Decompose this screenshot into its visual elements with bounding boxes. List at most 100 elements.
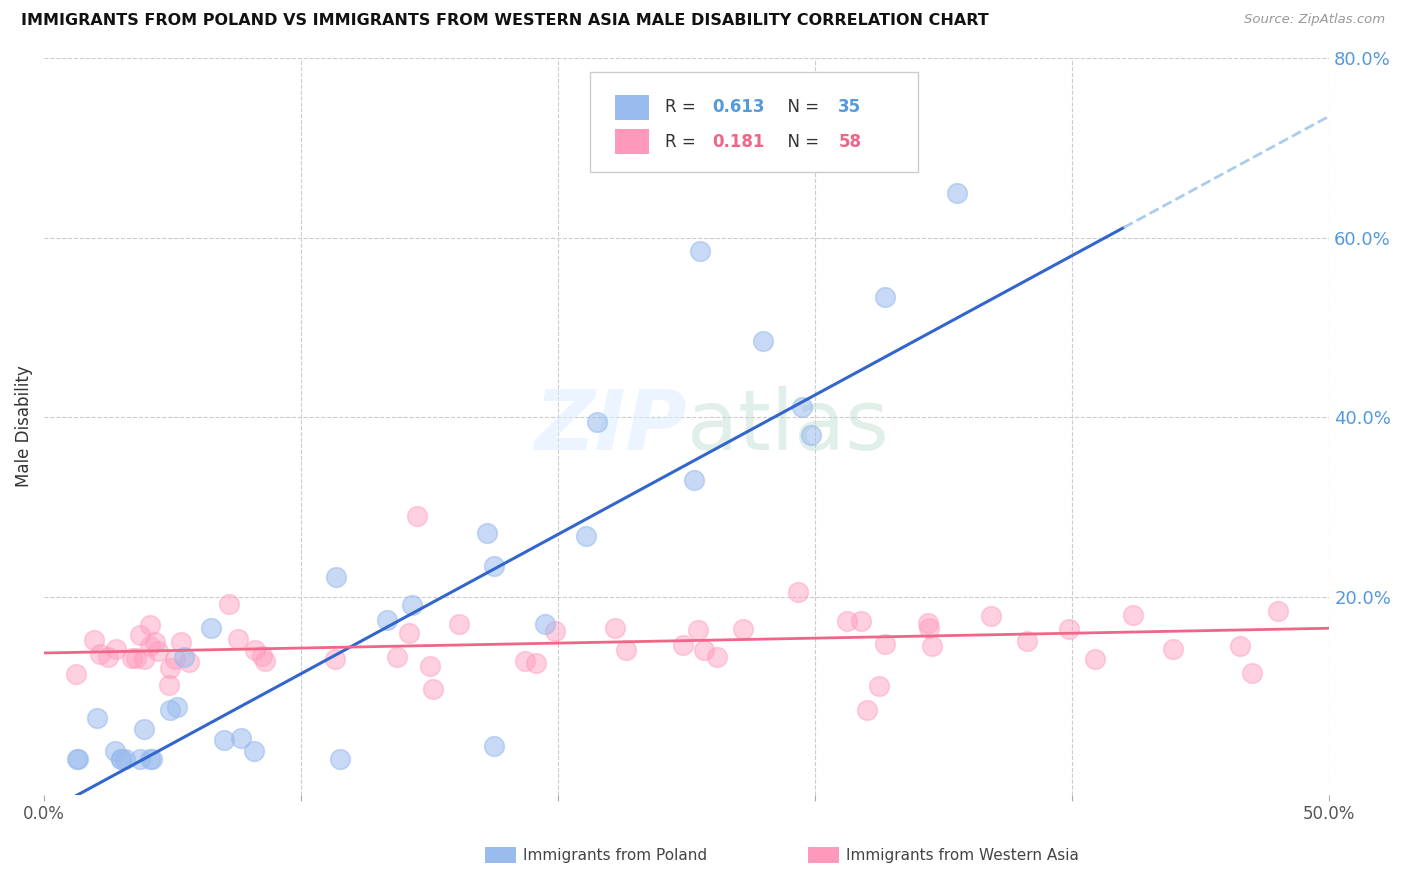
Point: [146, 644, 169, 658]
Point: [243, 744, 266, 758]
Point: [387, 650, 409, 665]
Text: 35: 35: [838, 98, 862, 116]
Point: [166, 700, 188, 714]
Point: [686, 623, 709, 637]
Point: [849, 614, 872, 628]
Point: [325, 570, 347, 584]
Text: Source: ZipAtlas.com: Source: ZipAtlas.com: [1244, 13, 1385, 27]
Text: N =: N =: [776, 133, 824, 151]
Point: [945, 186, 967, 200]
Point: [159, 661, 181, 675]
Point: [875, 637, 897, 651]
Point: [329, 752, 352, 766]
Point: [163, 652, 186, 666]
Point: [731, 623, 754, 637]
FancyBboxPatch shape: [614, 129, 650, 154]
Point: [419, 659, 441, 673]
Point: [405, 509, 427, 524]
Point: [214, 733, 236, 747]
Point: [114, 752, 136, 766]
Point: [422, 681, 444, 696]
Point: [835, 614, 858, 628]
FancyBboxPatch shape: [591, 72, 918, 172]
Point: [143, 635, 166, 649]
Point: [693, 643, 716, 657]
Text: 0.181: 0.181: [713, 133, 765, 151]
Point: [1084, 652, 1107, 666]
Point: [917, 616, 939, 631]
Text: R =: R =: [665, 98, 700, 116]
Point: [787, 585, 810, 599]
Point: [97, 650, 120, 665]
Point: [1229, 639, 1251, 653]
Point: [179, 655, 201, 669]
Point: [323, 652, 346, 666]
Point: [800, 427, 823, 442]
Point: [110, 752, 132, 766]
Point: [105, 642, 128, 657]
Point: [689, 244, 711, 258]
Point: [1161, 641, 1184, 656]
Text: Immigrants from Poland: Immigrants from Poland: [523, 848, 707, 863]
Point: [173, 650, 195, 665]
Point: [585, 415, 607, 429]
Point: [139, 639, 162, 653]
Point: [89, 647, 111, 661]
Point: [1241, 666, 1264, 681]
Point: [475, 525, 498, 540]
Text: ZIP: ZIP: [534, 386, 686, 467]
Point: [110, 752, 132, 766]
Point: [513, 654, 536, 668]
Point: [121, 651, 143, 665]
Text: N =: N =: [776, 98, 824, 116]
Point: [603, 621, 626, 635]
Point: [1057, 622, 1080, 636]
Point: [66, 752, 89, 766]
Point: [228, 632, 250, 646]
Point: [534, 616, 557, 631]
Point: [1267, 603, 1289, 617]
Point: [200, 621, 222, 635]
Point: [398, 626, 420, 640]
Point: [159, 703, 181, 717]
Point: [86, 711, 108, 725]
Point: [132, 652, 155, 666]
Text: 58: 58: [838, 133, 862, 151]
FancyBboxPatch shape: [614, 95, 650, 120]
Point: [138, 618, 160, 632]
Point: [790, 400, 813, 414]
Point: [855, 703, 877, 717]
Point: [482, 558, 505, 573]
Point: [65, 667, 87, 681]
Text: 0.613: 0.613: [713, 98, 765, 116]
Point: [544, 624, 567, 638]
Point: [231, 731, 253, 745]
Point: [526, 656, 548, 670]
Point: [157, 677, 180, 691]
Point: [128, 752, 150, 766]
Y-axis label: Male Disability: Male Disability: [15, 366, 32, 487]
Point: [218, 597, 240, 611]
Text: IMMIGRANTS FROM POLAND VS IMMIGRANTS FROM WESTERN ASIA MALE DISABILITY CORRELATI: IMMIGRANTS FROM POLAND VS IMMIGRANTS FRO…: [21, 13, 988, 29]
Point: [83, 633, 105, 648]
Point: [401, 599, 423, 613]
Point: [1017, 634, 1039, 648]
Text: atlas: atlas: [686, 386, 889, 467]
Point: [125, 651, 148, 665]
Point: [253, 654, 276, 668]
Point: [104, 744, 127, 758]
Point: [868, 679, 890, 693]
Point: [980, 609, 1002, 624]
Point: [918, 621, 941, 635]
Point: [482, 739, 505, 753]
Point: [921, 639, 943, 653]
Point: [447, 617, 470, 632]
Point: [141, 752, 163, 766]
Point: [134, 722, 156, 736]
Point: [66, 752, 89, 766]
Point: [751, 334, 773, 348]
Point: [170, 635, 193, 649]
Point: [706, 650, 728, 665]
Point: [250, 649, 273, 664]
Text: Immigrants from Western Asia: Immigrants from Western Asia: [846, 848, 1080, 863]
